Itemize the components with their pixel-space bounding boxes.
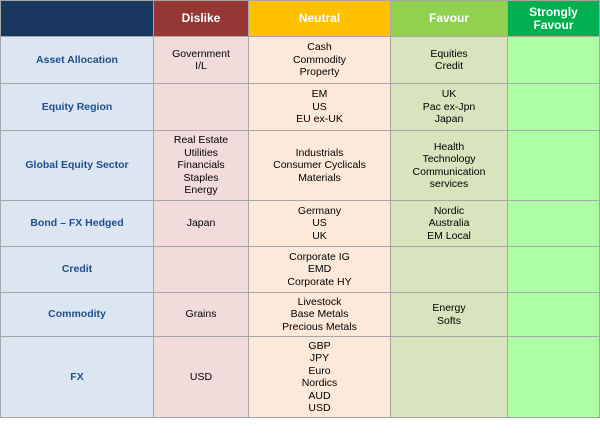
table-cell	[507, 83, 600, 131]
header-row: Dislike Neutral Favour Strongly Favour	[0, 0, 600, 37]
cell-line: US	[312, 217, 327, 230]
table-row: Bond – FX Hedged Japan Germany US UK Nordic Au…	[0, 200, 600, 247]
row-label: Global Equity Sector	[0, 130, 154, 201]
cell-line: Communication	[412, 165, 486, 178]
table-cell	[507, 246, 600, 293]
cell-line: UK	[312, 229, 327, 242]
column-header: Strongly Favour	[507, 0, 600, 37]
table-row: Asset Allocation Government I/L Cash Commodi…	[0, 36, 600, 84]
table-cell	[507, 336, 600, 418]
cell-line: Industrials	[295, 146, 344, 159]
cell-line: Financials	[177, 159, 225, 172]
cell-line: Commodity	[292, 53, 347, 66]
table-cell: Corporate IG EMD Corporate HY	[248, 246, 391, 293]
cell-line: AUD	[308, 389, 331, 402]
table-cell: Grains	[153, 292, 249, 337]
cell-line: EM Local	[427, 229, 471, 242]
cell-line: Japan	[434, 113, 464, 126]
table-cell	[390, 336, 508, 418]
cell-line: JPY	[309, 352, 330, 364]
table-cell: Government I/L	[153, 36, 249, 84]
cell-line: Staples	[183, 171, 219, 184]
cell-line: Grains	[185, 308, 217, 321]
cell-line: Corporate IG	[289, 250, 350, 263]
table-cell: Industrials Consumer Cyclicals Materials	[248, 130, 391, 201]
cell-line: USD	[308, 402, 331, 414]
cell-line: Property	[299, 66, 340, 79]
row-label: FX	[0, 336, 154, 418]
table-cell: Nordic Australia EM Local	[390, 200, 508, 247]
table-cell: Equities Credit	[390, 36, 508, 84]
cell-line: Base Metals	[290, 308, 349, 321]
cell-line: Euro	[308, 364, 331, 377]
cell-line: EU ex-UK	[296, 113, 343, 126]
table-cell: GBP JPY Euro Nordics AUD USD	[248, 336, 391, 418]
cell-line: USD	[189, 370, 213, 383]
row-label: Credit	[0, 246, 154, 293]
row-label: Equity Region	[0, 83, 154, 131]
cell-line: UK	[441, 88, 457, 101]
preference-table: Dislike Neutral Favour Strongly Favour Asse…	[0, 0, 600, 418]
table-cell	[390, 246, 508, 293]
cell-line: Pac ex-Jpn	[422, 100, 476, 113]
table-cell: Japan	[153, 200, 249, 247]
table-row: Commodity Grains Livestock Base Metals Preci…	[0, 292, 600, 337]
cell-line: Softs	[437, 314, 461, 327]
table-cell: USD	[153, 336, 249, 418]
cell-line: Materials	[298, 171, 341, 184]
corner-cell	[0, 0, 154, 37]
cell-line: Corporate HY	[287, 275, 352, 288]
row-label: Commodity	[0, 292, 154, 337]
cell-line: Nordics	[301, 377, 338, 389]
cell-line: US	[312, 100, 327, 113]
row-label: Bond – FX Hedged	[0, 200, 154, 247]
table-row: Equity Region EM US EU ex-UK UK Pac ex-Jpn Jap…	[0, 83, 600, 131]
table-cell	[153, 246, 249, 293]
cell-line: Nordic	[433, 204, 465, 217]
table-cell: Livestock Base Metals Precious Metals	[248, 292, 391, 337]
cell-line: Government	[172, 47, 230, 60]
cell-line: Utilities	[184, 146, 218, 159]
cell-line: GBP	[308, 339, 331, 352]
table-cell	[507, 200, 600, 247]
cell-line: Consumer Cyclicals	[273, 159, 366, 172]
table-cell: UK Pac ex-Jpn Japan	[390, 83, 508, 131]
cell-line: I/L	[195, 60, 207, 72]
cell-line: Cash	[307, 41, 332, 54]
table-cell: Cash Commodity Property	[248, 36, 391, 84]
table-cell: Germany US UK	[248, 200, 391, 247]
table-cell	[153, 83, 249, 131]
column-header: Dislike	[153, 0, 249, 37]
table-cell	[507, 130, 600, 201]
table-row: Credit Corporate IG EMD Corporate HY	[0, 246, 600, 293]
column-header: Neutral	[248, 0, 391, 37]
table-cell: EM US EU ex-UK	[248, 83, 391, 131]
table-body: Asset Allocation Government I/L Cash Commodi…	[0, 36, 600, 418]
cell-line: Precious Metals	[282, 320, 357, 333]
cell-line: Technology	[422, 153, 476, 165]
cell-line: services	[429, 178, 469, 190]
cell-line: EMD	[307, 263, 332, 276]
cell-line: Livestock	[297, 295, 342, 308]
cell-line: Energy	[184, 184, 218, 197]
table-cell	[507, 36, 600, 84]
table-row: FX USD GBP JPY Euro Nordics AUD USD	[0, 336, 600, 418]
cell-line: Health	[433, 140, 465, 153]
cell-line: Australia	[428, 217, 470, 230]
table-cell	[507, 292, 600, 337]
cell-line: Real Estate	[173, 134, 229, 147]
column-header: Favour	[390, 0, 508, 37]
cell-line: Credit	[434, 60, 463, 72]
table-cell: Real Estate Utilities Financials Staples Ene…	[153, 130, 249, 201]
cell-line: Japan	[186, 217, 216, 230]
cell-line: EM	[311, 88, 328, 101]
cell-line: Germany	[297, 204, 342, 217]
row-label: Asset Allocation	[0, 36, 154, 84]
cell-line: Energy	[432, 302, 466, 314]
table-cell: Health Technology Communication services	[390, 130, 508, 201]
table-row: Global Equity Sector Real Estate Utilities…	[0, 130, 600, 201]
cell-line: Equities	[430, 47, 468, 60]
table-cell: Energy Softs	[390, 292, 508, 337]
